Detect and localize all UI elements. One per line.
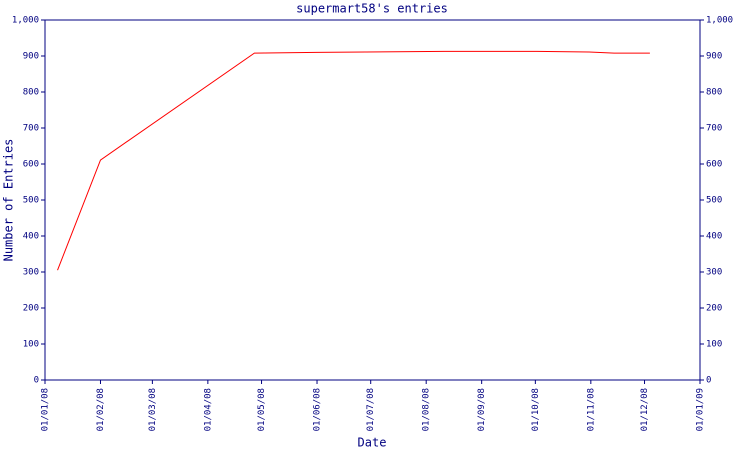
y2-tick-label: 700 <box>706 124 722 134</box>
x-tick-label: 01/08/08 <box>422 388 432 431</box>
x-tick-label: 01/03/08 <box>148 388 158 431</box>
x-tick-label: 01/01/08 <box>41 388 51 431</box>
y-tick-label: 100 <box>23 340 39 350</box>
y2-tick-label: 500 <box>706 196 722 206</box>
x-tick-label: 01/11/08 <box>586 388 596 431</box>
y2-tick-label: 0 <box>706 376 711 386</box>
x-axis-label: Date <box>358 436 387 450</box>
plot-frame <box>44 19 701 381</box>
y-tick-label: 300 <box>23 268 39 278</box>
y2-tick-label: 300 <box>706 268 722 278</box>
y2-tick-label: 100 <box>706 340 722 350</box>
y-tick-label: 0 <box>34 376 39 386</box>
y2-tick-label: 800 <box>706 88 722 98</box>
y-tick-label: 500 <box>23 196 39 206</box>
x-tick-label: 01/04/08 <box>203 388 213 431</box>
x-tick-label: 01/05/08 <box>257 388 267 431</box>
chart-title: supermart58's entries <box>296 2 448 16</box>
y-tick-label: 900 <box>23 52 39 62</box>
x-tick-label: 01/12/08 <box>640 388 650 431</box>
x-tick-label: 01/06/08 <box>313 388 323 431</box>
y2-tick-label: 1,000 <box>706 16 733 26</box>
x-tick-label: 01/10/08 <box>531 388 541 431</box>
y-tick-label: 400 <box>23 232 39 242</box>
x-tick-label: 01/02/08 <box>96 388 106 431</box>
x-tick-label: 01/09/08 <box>477 388 487 431</box>
x-tick-label: 01/07/08 <box>366 388 376 431</box>
y2-tick-label: 900 <box>706 52 722 62</box>
y-tick-label: 800 <box>23 88 39 98</box>
y-tick-label: 1,000 <box>12 16 39 26</box>
y2-tick-label: 200 <box>706 304 722 314</box>
y2-tick-label: 400 <box>706 232 722 242</box>
y-tick-label: 600 <box>23 160 39 170</box>
y2-tick-label: 600 <box>706 160 722 170</box>
y-axis-label: Number of Entries <box>2 139 16 262</box>
data-line <box>57 50 650 271</box>
y-tick-label: 200 <box>23 304 39 314</box>
x-tick-label: 01/01/09 <box>696 388 706 431</box>
y-tick-label: 700 <box>23 124 39 134</box>
